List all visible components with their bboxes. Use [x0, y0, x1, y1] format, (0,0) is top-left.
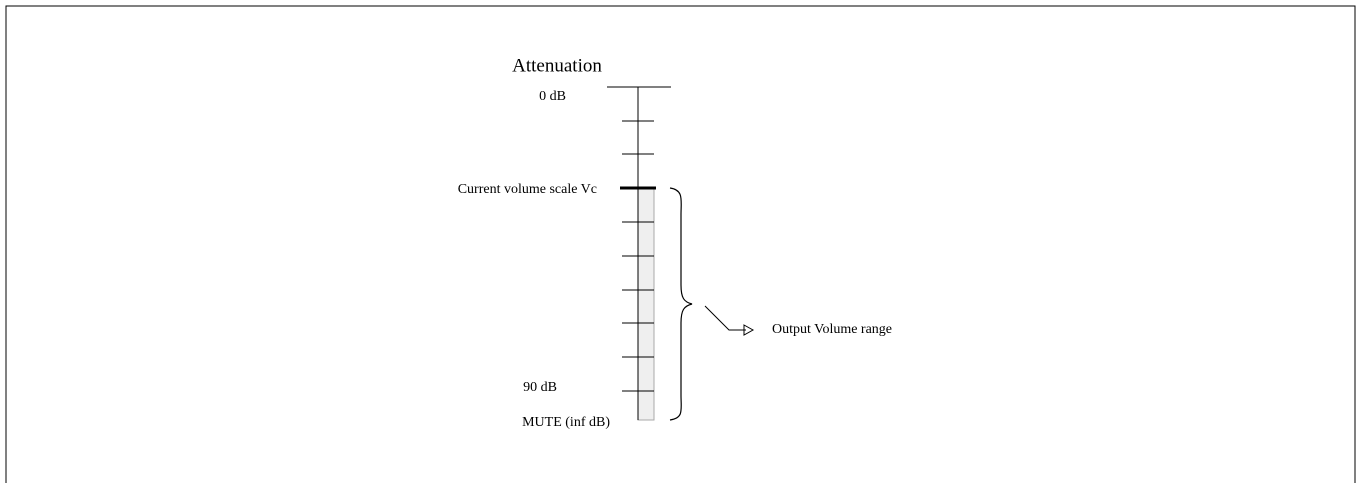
range-fill	[637, 187, 655, 421]
arrow-line	[704, 305, 746, 331]
label-top: 0 dB	[539, 89, 566, 104]
label-mute: MUTE (inf dB)	[522, 415, 610, 430]
label-bottom: 90 dB	[523, 380, 557, 395]
frame	[5, 5, 1356, 483]
title: Attenuation	[512, 55, 602, 76]
brace	[669, 187, 693, 421]
range-label: Output Volume range	[772, 322, 892, 337]
label-current: Current volume scale Vc	[458, 182, 597, 197]
ticks	[622, 120, 654, 392]
arrow-head	[743, 324, 755, 336]
